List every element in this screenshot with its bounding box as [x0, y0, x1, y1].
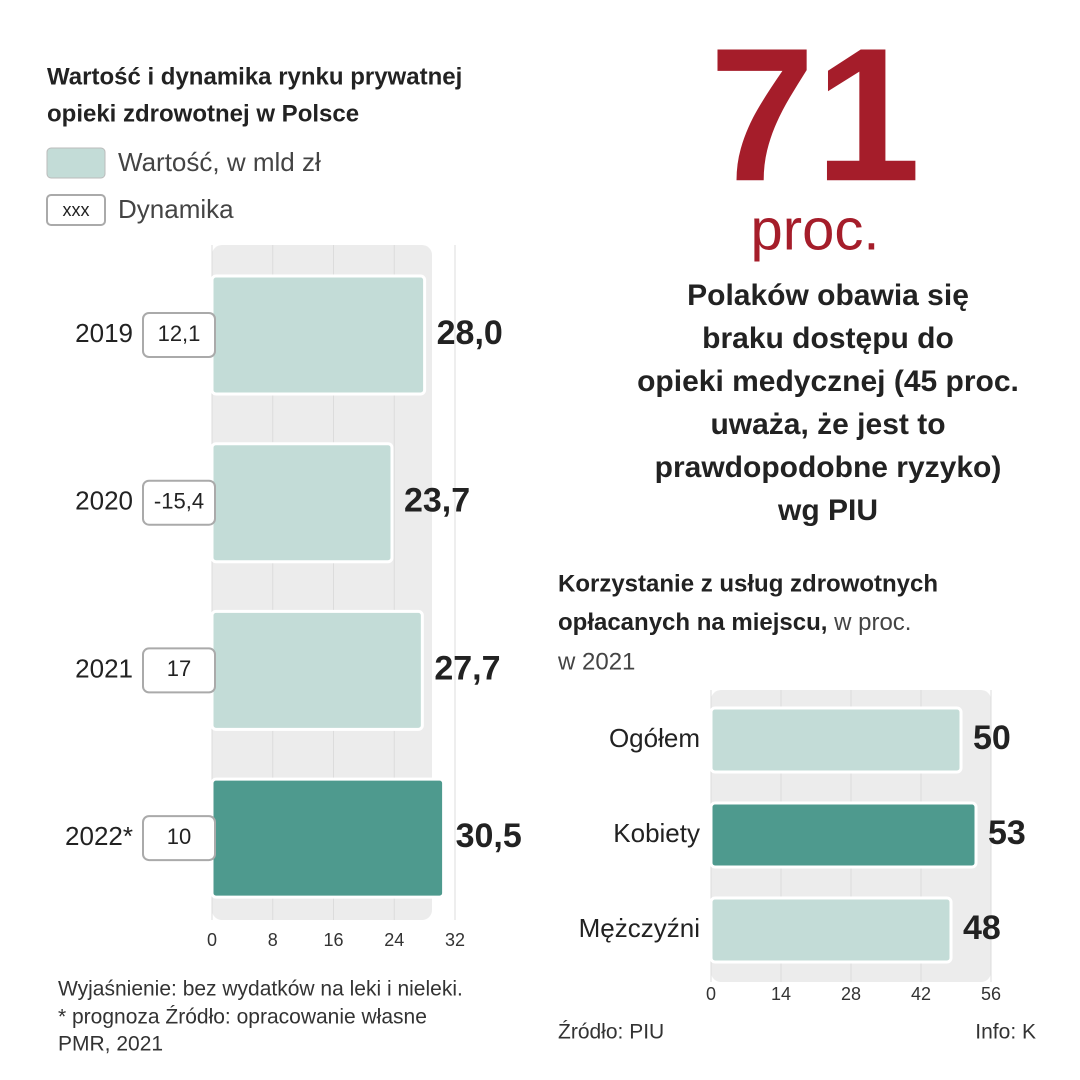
- legend-swatch: [46, 147, 106, 179]
- plot-background: [212, 245, 432, 920]
- x-tick-label: 42: [911, 984, 931, 1004]
- x-tick-label: 0: [706, 984, 716, 1004]
- dynamics-box: [142, 312, 216, 358]
- x-tick-label: 0: [207, 930, 217, 950]
- headline-text: Polaków obawia się: [687, 279, 969, 312]
- chart-title: Wartość i dynamika rynku prywatnej: [47, 63, 462, 90]
- category-label: Ogółem: [609, 723, 700, 753]
- bar: [210, 274, 427, 396]
- x-tick-label: 8: [268, 930, 278, 950]
- chart-title: opłacanych na miejscu, w proc.: [558, 609, 911, 636]
- category-label: 2022*: [65, 821, 133, 851]
- category-label: 2019: [75, 318, 133, 348]
- chart-subtitle: w 2021: [557, 648, 635, 675]
- chart-title: Korzystanie z usług zdrowotnych: [558, 570, 938, 597]
- value-label: 30,5: [456, 817, 522, 855]
- category-label: Kobiety: [613, 818, 700, 848]
- headline-text: braku dostępu do: [702, 322, 954, 355]
- dynamics-label: 12,1: [158, 321, 201, 346]
- chart-title: opieki zdrowotnej w Polsce: [47, 100, 359, 127]
- note: PMR, 2021: [58, 1033, 163, 1056]
- dynamics-label: -15,4: [154, 489, 204, 514]
- x-tick-label: 56: [981, 984, 1001, 1004]
- chart-subtitle: w proc.: [827, 609, 911, 636]
- value-label: 53: [988, 814, 1026, 852]
- credit: Info: K: [975, 1021, 1036, 1044]
- dynamics-label: 10: [167, 824, 191, 849]
- headline-text: wg PIU: [777, 494, 878, 527]
- headline-text: prawdopodobne ryzyko): [655, 451, 1002, 484]
- headline-text: uważa, że jest to: [710, 408, 945, 441]
- category-label: Mężczyźni: [579, 913, 700, 943]
- x-tick-label: 14: [771, 984, 791, 1004]
- category-label: 2020: [75, 486, 133, 516]
- headline-unit: proc.: [751, 197, 880, 262]
- bar: [210, 777, 446, 899]
- x-tick-label: 28: [841, 984, 861, 1004]
- bar: [709, 706, 963, 774]
- headline-text: opieki medycznej (45 proc.: [637, 365, 1019, 398]
- x-tick-label: 24: [384, 930, 404, 950]
- bar: [210, 442, 394, 564]
- chart-title-part: opłacanych na miejscu,: [558, 609, 827, 636]
- category-label: 2021: [75, 653, 133, 683]
- legend-label: Wartość, w mld zł: [118, 147, 321, 177]
- x-tick-label: 16: [323, 930, 343, 950]
- bar: [709, 896, 953, 964]
- legend-swatch: [46, 194, 106, 226]
- note: * prognoza Źródło: opracowanie własne: [58, 1006, 427, 1029]
- dynamics-label: 17: [167, 656, 191, 681]
- value-label: 27,7: [434, 649, 500, 687]
- value-label: 28,0: [437, 314, 503, 352]
- bar: [210, 609, 424, 731]
- bar: [709, 801, 978, 869]
- value-label: 48: [963, 909, 1001, 947]
- note: Wyjaśnienie: bez wydatków na leki i niel…: [58, 978, 463, 1001]
- dynamics-box: [142, 815, 216, 862]
- headline-number: 71: [709, 9, 920, 221]
- legend-swatch-text: xxx: [63, 200, 90, 220]
- dynamics-box: [142, 647, 216, 694]
- value-label: 23,7: [404, 482, 470, 520]
- source: Źródło: PIU: [558, 1021, 664, 1044]
- value-label: 50: [973, 719, 1011, 757]
- legend-label: Dynamika: [118, 194, 234, 224]
- dynamics-box: [142, 479, 216, 526]
- x-tick-label: 32: [445, 930, 465, 950]
